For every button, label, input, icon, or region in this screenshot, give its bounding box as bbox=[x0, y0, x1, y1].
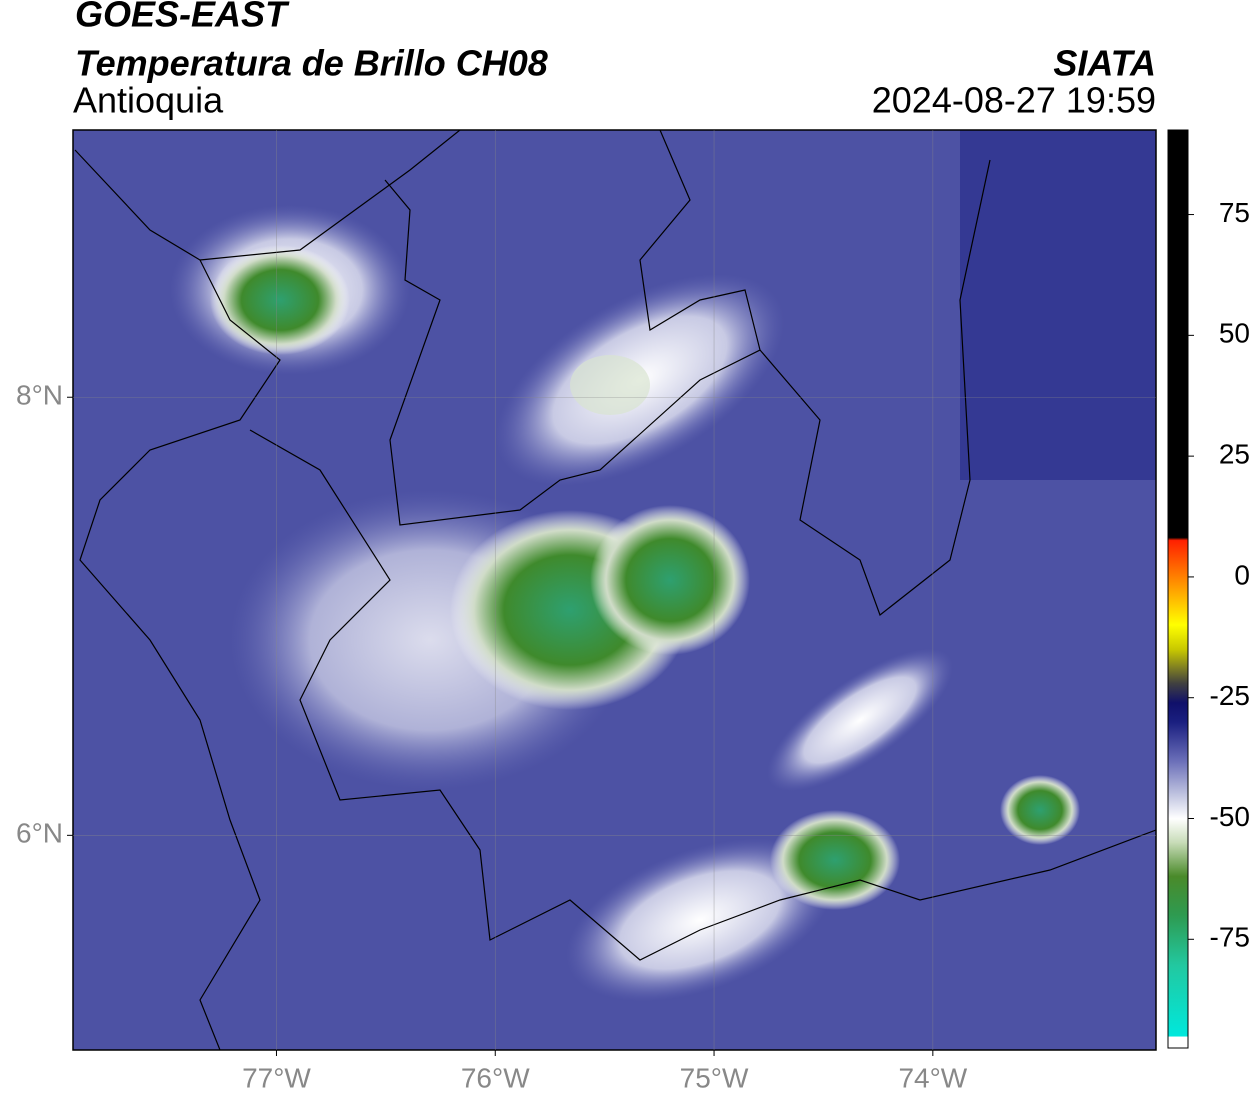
agency: SIATA bbox=[1053, 43, 1156, 84]
x-tick-label: 74°W bbox=[898, 1062, 967, 1093]
colorbar-tick-label: 75 bbox=[1219, 197, 1250, 228]
colorbar-tick-label: -50 bbox=[1210, 801, 1250, 832]
x-tick-label: 75°W bbox=[680, 1062, 749, 1093]
colorbar-tick-label: 50 bbox=[1219, 318, 1250, 349]
satellite-title: GOES-EAST bbox=[75, 0, 290, 35]
x-tick-label: 77°W bbox=[242, 1062, 311, 1093]
y-tick-label: 8°N bbox=[16, 380, 63, 411]
x-tick-label: 76°W bbox=[461, 1062, 530, 1093]
colorbar-tick-label: -25 bbox=[1210, 680, 1250, 711]
datetime: 2024-08-27 19:59 bbox=[872, 80, 1156, 121]
region: Antioquia bbox=[73, 80, 224, 121]
colorbar-tick-label: 0 bbox=[1234, 559, 1250, 590]
map-image bbox=[73, 130, 1156, 1050]
map-frame bbox=[72, 129, 1157, 1051]
colorbar-tick-label: 25 bbox=[1219, 439, 1250, 470]
colorbar-tick-label: -75 bbox=[1210, 922, 1250, 953]
colorbar bbox=[1167, 129, 1189, 1049]
y-tick-label: 6°N bbox=[16, 818, 63, 849]
product-title: Temperatura de Brillo CH08 bbox=[75, 43, 548, 84]
